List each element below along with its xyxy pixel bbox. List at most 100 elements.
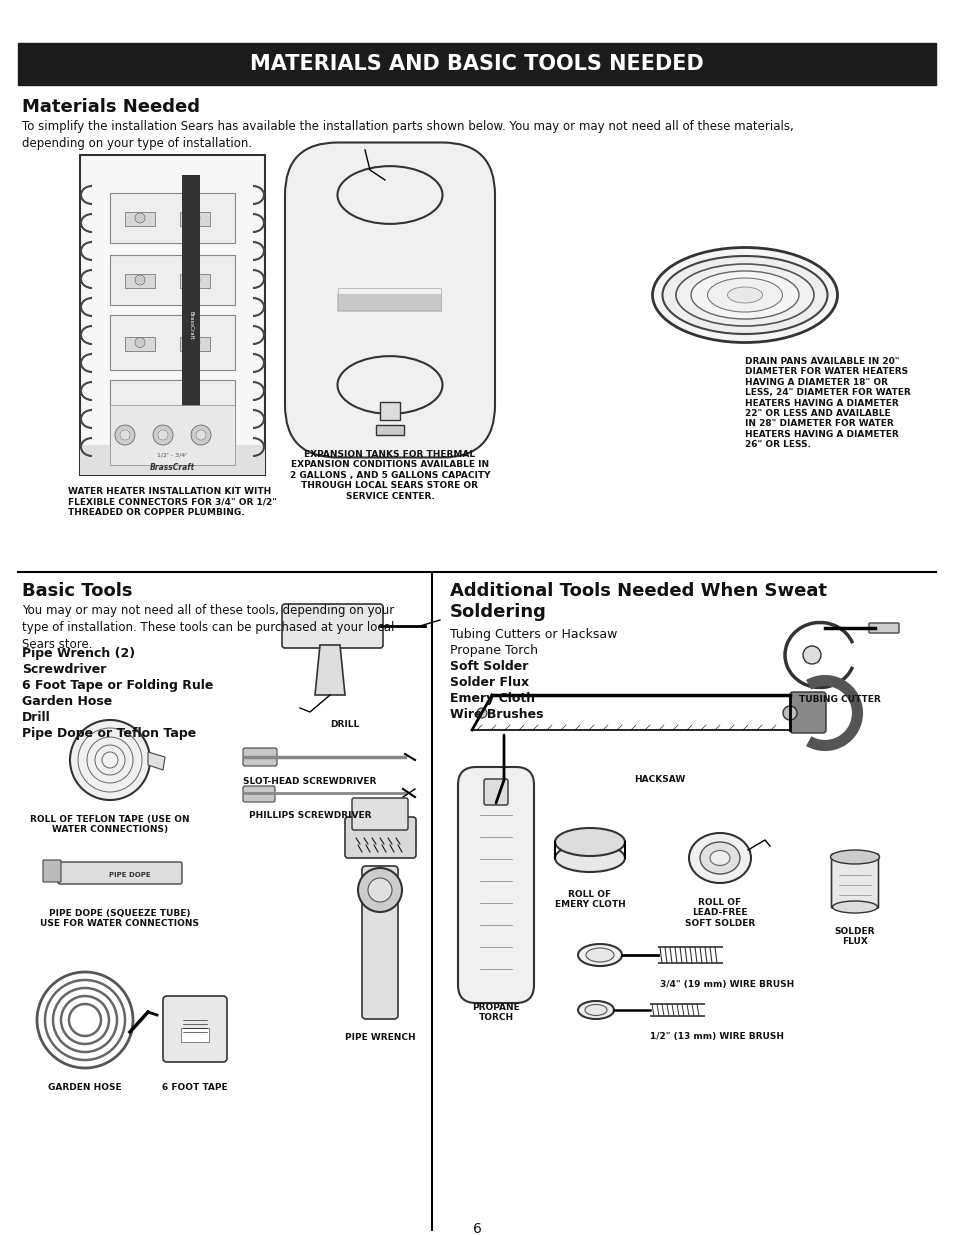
Text: TUBING CUTTER: TUBING CUTTER — [799, 695, 880, 704]
Bar — [180, 406, 210, 420]
Text: DRILL: DRILL — [330, 720, 359, 729]
Circle shape — [115, 425, 135, 445]
Bar — [110, 405, 234, 466]
Bar — [125, 274, 154, 288]
Text: SOLDER
FLUX: SOLDER FLUX — [834, 927, 874, 946]
Text: Drill: Drill — [22, 711, 51, 724]
Text: PIPE WRENCH: PIPE WRENCH — [344, 1032, 415, 1042]
Text: 1/2" (13 mm) WIRE BRUSH: 1/2" (13 mm) WIRE BRUSH — [649, 1032, 783, 1041]
Text: 3/4" (19 mm) WIRE BRUSH: 3/4" (19 mm) WIRE BRUSH — [659, 981, 794, 989]
Ellipse shape — [688, 832, 750, 883]
FancyBboxPatch shape — [361, 866, 397, 1019]
Ellipse shape — [661, 256, 826, 333]
Circle shape — [476, 708, 486, 718]
FancyBboxPatch shape — [831, 853, 878, 908]
Bar — [18, 43, 935, 85]
Text: WATER HEATER INSTALLATION KIT WITH
FLEXIBLE CONNECTORS FOR 3/4" OR 1/2"
THREADED: WATER HEATER INSTALLATION KIT WITH FLEXI… — [68, 487, 276, 516]
Ellipse shape — [337, 167, 442, 224]
Bar — [180, 212, 210, 226]
Ellipse shape — [337, 356, 442, 414]
Text: Garden Hose: Garden Hose — [22, 695, 112, 708]
FancyBboxPatch shape — [282, 604, 382, 648]
Bar — [180, 274, 210, 288]
Bar — [649, 1015, 704, 1016]
Ellipse shape — [578, 944, 621, 966]
Ellipse shape — [676, 264, 813, 326]
FancyBboxPatch shape — [789, 692, 825, 734]
Ellipse shape — [709, 851, 729, 866]
FancyBboxPatch shape — [43, 860, 61, 882]
Text: GARDEN HOSE: GARDEN HOSE — [49, 1083, 122, 1092]
Circle shape — [190, 212, 200, 224]
Circle shape — [195, 430, 206, 440]
Text: PIPE DOPE: PIPE DOPE — [109, 872, 151, 878]
Circle shape — [190, 408, 200, 417]
Ellipse shape — [652, 247, 837, 342]
Text: Screwdriver: Screwdriver — [22, 663, 107, 676]
Bar — [80, 156, 265, 475]
Text: 6 Foot Tape or Folding Rule: 6 Foot Tape or Folding Rule — [22, 679, 213, 692]
Text: ROLL OF TEFLON TAPE (USE ON
WATER CONNECTIONS): ROLL OF TEFLON TAPE (USE ON WATER CONNEC… — [30, 815, 190, 835]
Text: Solder Flux: Solder Flux — [450, 676, 529, 689]
Text: Additional Tools Needed When Sweat
Soldering: Additional Tools Needed When Sweat Solde… — [450, 582, 826, 621]
Text: Emery Cloth: Emery Cloth — [450, 692, 535, 705]
Circle shape — [782, 706, 796, 720]
Ellipse shape — [555, 844, 624, 872]
Circle shape — [120, 430, 130, 440]
Text: HACKSAW: HACKSAW — [634, 776, 685, 784]
Ellipse shape — [830, 850, 879, 864]
Text: Tubing Cutters or Hacksaw: Tubing Cutters or Hacksaw — [450, 629, 617, 641]
Text: Propane Torch: Propane Torch — [450, 643, 537, 657]
Bar — [110, 193, 234, 243]
Bar — [110, 315, 234, 370]
FancyBboxPatch shape — [243, 785, 274, 802]
FancyBboxPatch shape — [58, 862, 182, 884]
Ellipse shape — [700, 842, 740, 874]
Bar — [125, 336, 154, 351]
Text: PHILLIPS SCREWDRIVER: PHILLIPS SCREWDRIVER — [249, 811, 371, 820]
Circle shape — [190, 275, 200, 285]
FancyBboxPatch shape — [483, 779, 507, 805]
Circle shape — [152, 425, 172, 445]
Text: DRAIN PANS AVAILABLE IN 20"
DIAMETER FOR WATER HEATERS
HAVING A DIAMETER 18" OR
: DRAIN PANS AVAILABLE IN 20" DIAMETER FOR… — [744, 357, 910, 450]
Text: Pipe Wrench (2): Pipe Wrench (2) — [22, 647, 135, 659]
FancyBboxPatch shape — [457, 767, 534, 1003]
FancyBboxPatch shape — [243, 748, 276, 766]
Circle shape — [158, 430, 168, 440]
Text: Soft Solder: Soft Solder — [450, 659, 528, 673]
FancyBboxPatch shape — [163, 995, 227, 1062]
Bar — [649, 1003, 704, 1005]
Bar — [658, 962, 722, 965]
Ellipse shape — [832, 902, 877, 913]
Polygon shape — [148, 752, 165, 769]
Text: 6 FOOT TAPE: 6 FOOT TAPE — [162, 1083, 228, 1092]
Circle shape — [357, 868, 401, 911]
Circle shape — [191, 425, 211, 445]
Text: Wire Brushes: Wire Brushes — [450, 708, 543, 721]
Text: Pipe Dope or Teflon Tape: Pipe Dope or Teflon Tape — [22, 727, 196, 740]
Circle shape — [135, 337, 145, 347]
Ellipse shape — [578, 1002, 614, 1019]
Ellipse shape — [690, 270, 799, 319]
Circle shape — [135, 275, 145, 285]
Circle shape — [368, 878, 392, 902]
Text: BrassCraft: BrassCraft — [189, 311, 193, 340]
Circle shape — [135, 408, 145, 417]
Bar — [125, 406, 154, 420]
Text: MATERIALS AND BASIC TOOLS NEEDED: MATERIALS AND BASIC TOOLS NEEDED — [250, 54, 703, 74]
Text: BrassCraft: BrassCraft — [150, 462, 195, 472]
Bar — [110, 380, 234, 445]
Bar — [180, 336, 210, 351]
Text: Basic Tools: Basic Tools — [22, 582, 132, 600]
Text: 1/2' - 3/4': 1/2' - 3/4' — [157, 452, 188, 457]
FancyBboxPatch shape — [285, 142, 495, 457]
Circle shape — [70, 720, 150, 800]
Bar — [80, 445, 265, 475]
Bar — [181, 1028, 209, 1042]
FancyBboxPatch shape — [352, 798, 408, 830]
Bar — [110, 254, 234, 305]
Circle shape — [135, 212, 145, 224]
Ellipse shape — [555, 827, 624, 856]
Ellipse shape — [727, 287, 761, 303]
Bar — [658, 946, 722, 948]
